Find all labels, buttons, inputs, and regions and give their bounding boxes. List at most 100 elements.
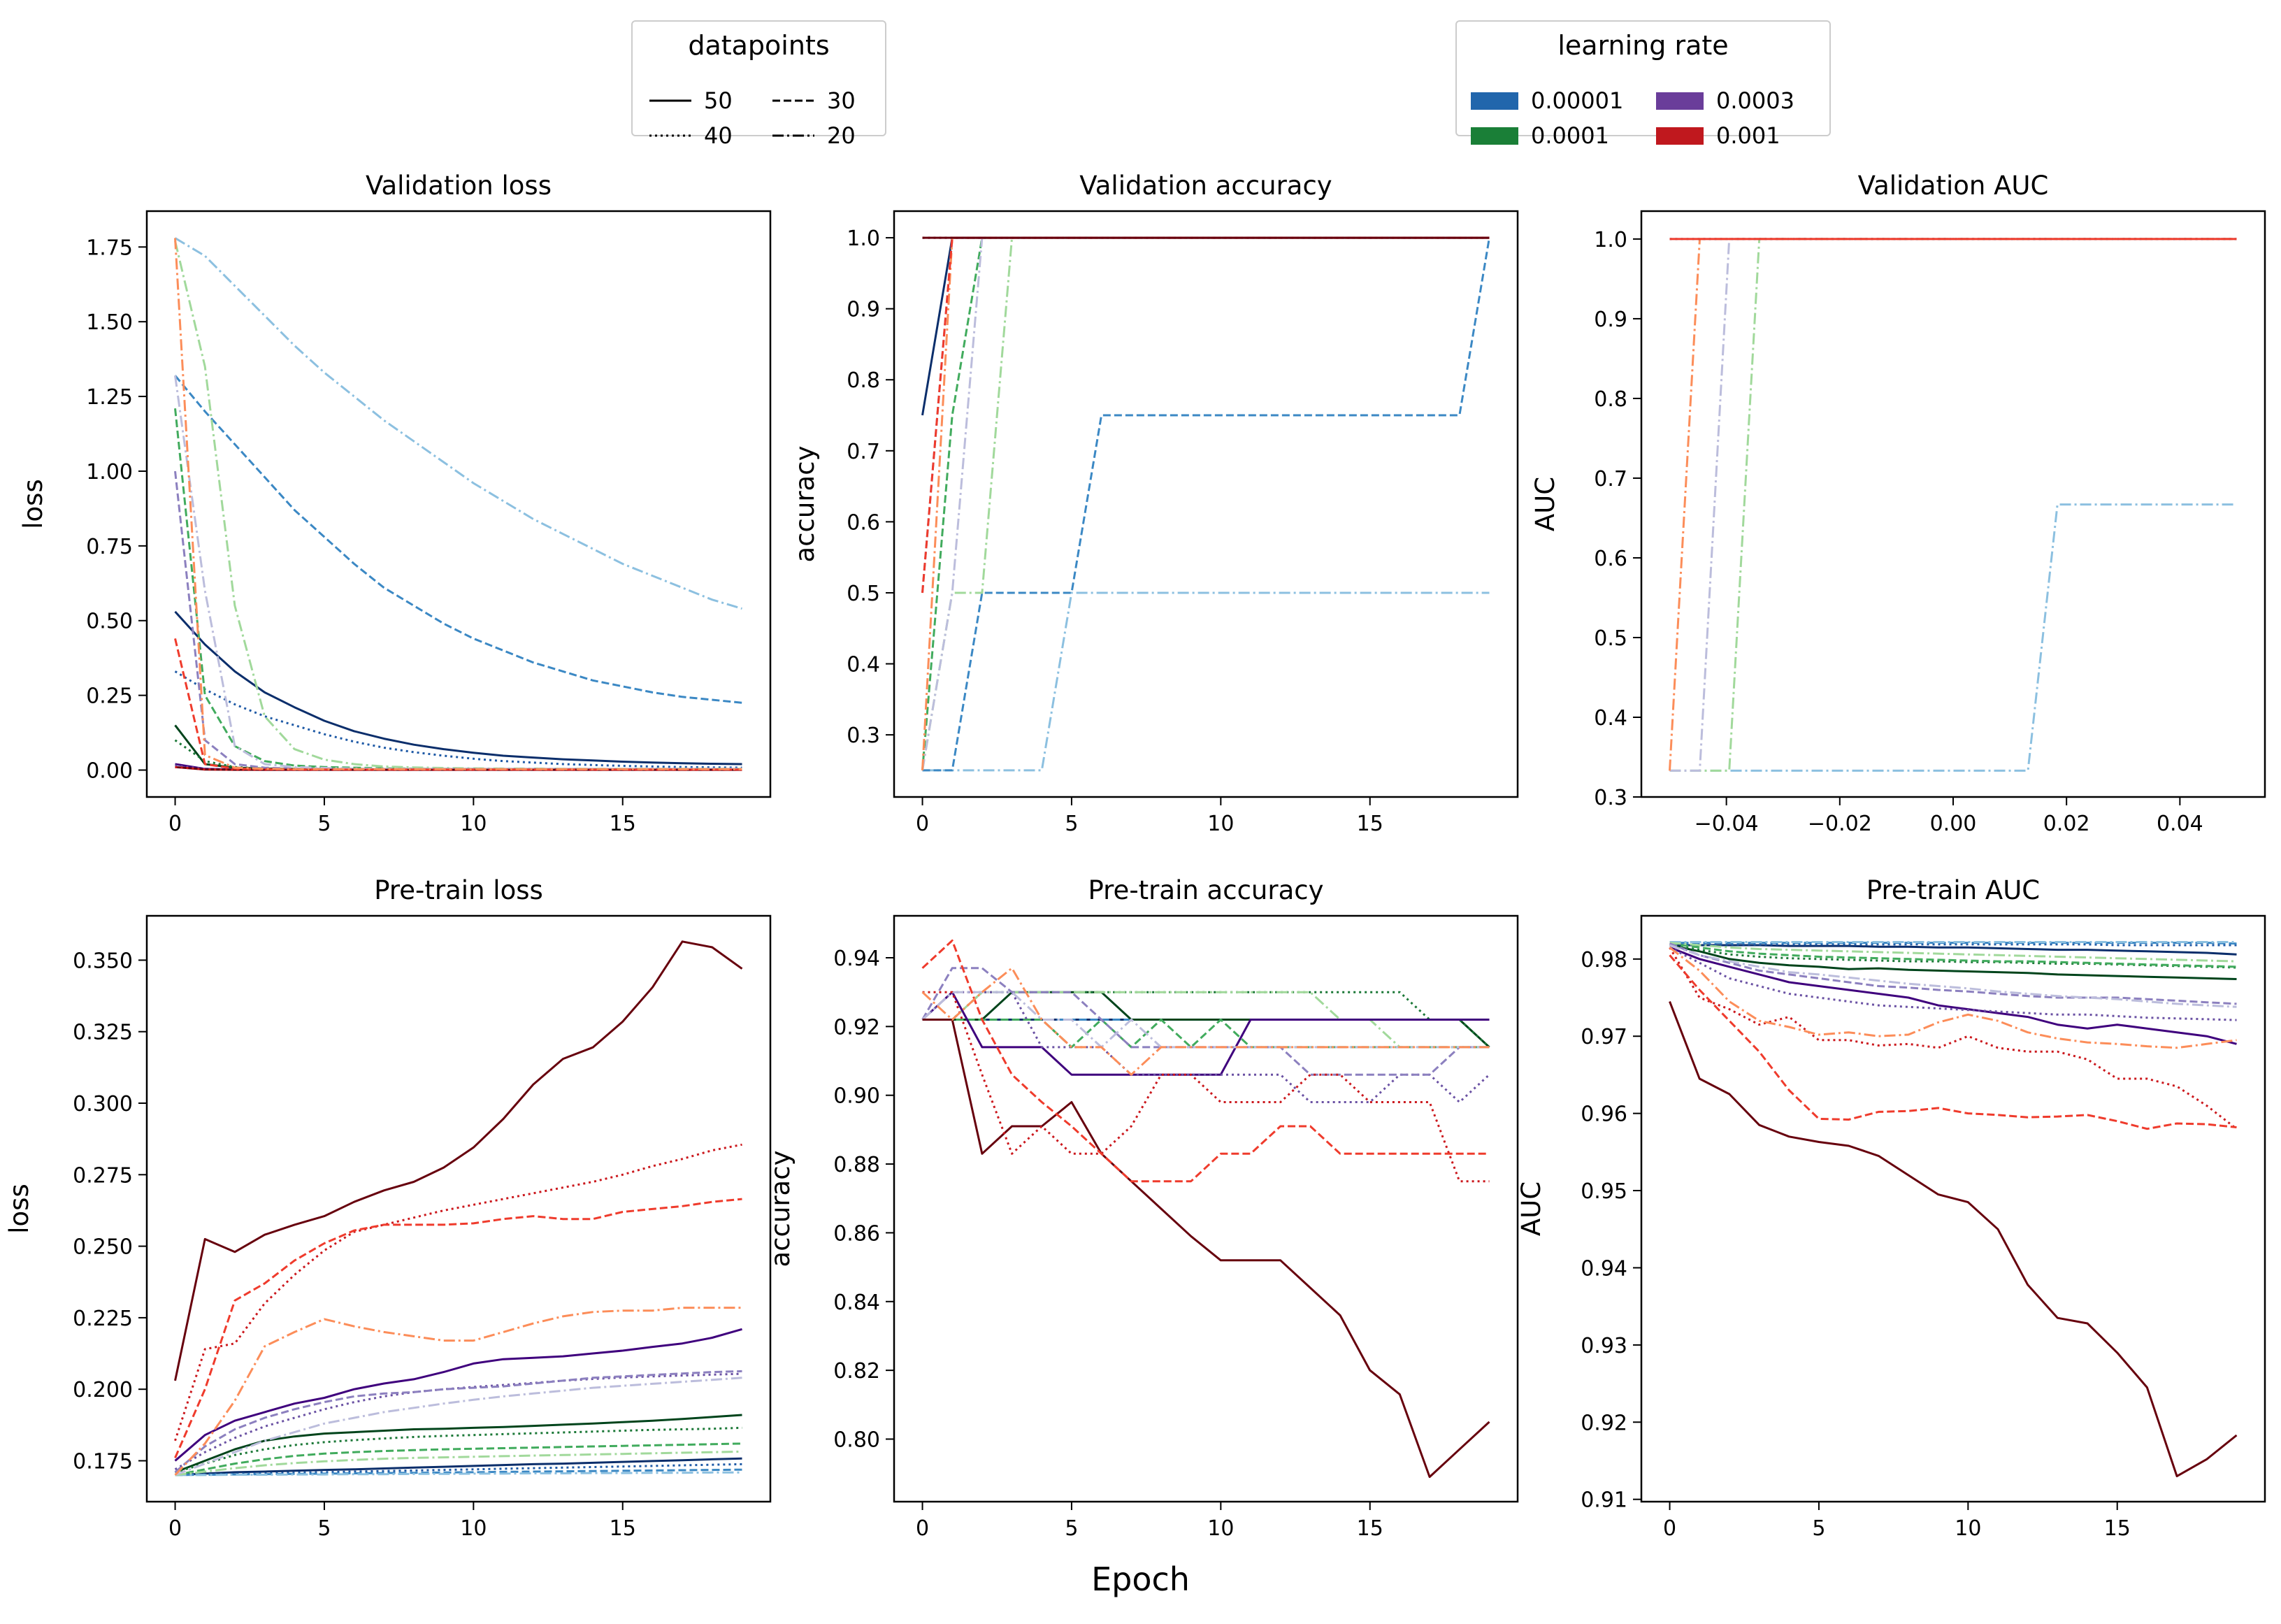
dashdot-line-swatch-icon — [772, 134, 814, 137]
x-tick-label: 10 — [460, 812, 487, 836]
series-line — [175, 1468, 742, 1476]
x-tick-label: −0.04 — [1694, 812, 1759, 836]
x-tick-label: −0.02 — [1808, 812, 1872, 836]
series-line — [921, 236, 1490, 416]
color-swatch-icon — [1656, 92, 1704, 110]
y-axis-label: accuracy — [790, 446, 820, 563]
series-line — [922, 991, 1490, 1183]
series-line — [1669, 946, 2237, 1021]
y-tick-label: 0.9 — [1594, 308, 1627, 332]
legend-datapoints-label: 30 — [827, 87, 856, 114]
series-line — [174, 237, 742, 610]
y-axis-label: loss — [4, 1184, 34, 1233]
legend-learning-rate-label: 0.00001 — [1531, 87, 1624, 114]
legend-learning-rate-item: 0.0003 — [1656, 87, 1794, 114]
chart-title: Pre-train AUC — [1866, 875, 2040, 905]
legend-learning-rate-label: 0.0003 — [1716, 87, 1794, 114]
chart-panel-val_acc: 0 5 10 15 0.3 0.4 0.5 0.6 0.7 0.8 0.9 1.0 Validation… — [790, 171, 1519, 836]
legend-datapoints-title: datapoints — [688, 30, 830, 61]
y-axis-label: accuracy — [765, 1151, 796, 1267]
legend-learning-rate-item: 0.0001 — [1471, 122, 1609, 149]
color-swatch-icon — [1471, 127, 1518, 145]
y-tick-label: 0.175 — [73, 1449, 133, 1474]
y-tick-label: 1.75 — [86, 236, 133, 260]
legend-datapoints-label: 40 — [704, 122, 733, 149]
series-line — [1669, 947, 2238, 1130]
y-tick-label: 0.8 — [847, 368, 880, 393]
y-tick-label: 0.325 — [73, 1021, 133, 1045]
axes-frame — [145, 914, 772, 1503]
series-group — [1669, 941, 2238, 1478]
series-line — [175, 1442, 742, 1476]
series-line — [175, 1457, 742, 1476]
y-tick-label: 0.5 — [1594, 626, 1627, 651]
legend-learning-rate-label: 0.0001 — [1531, 122, 1609, 149]
y-tick-label: 0.3 — [1594, 786, 1627, 810]
y-tick-label: 0.91 — [1581, 1488, 1627, 1513]
series-group — [1669, 238, 2237, 772]
y-tick-label: 0.88 — [833, 1153, 880, 1177]
series-line — [174, 470, 742, 770]
series-line — [921, 236, 1490, 771]
legend-datapoints-item: 20 — [772, 122, 856, 149]
y-tick-label: 0.00 — [86, 759, 133, 784]
y-tick-label: 0.4 — [1594, 706, 1627, 731]
x-tick-label: 5 — [1065, 812, 1078, 836]
legend-learning-rate: learning rate 0.00001 0.0003 0.0001 0.00… — [1455, 20, 1831, 149]
y-tick-label: 0.225 — [73, 1307, 133, 1331]
series-group — [921, 236, 1490, 772]
legend-learning-rate-item: 0.00001 — [1471, 87, 1623, 114]
y-tick-label: 0.82 — [833, 1359, 880, 1384]
y-tick-label: 0.6 — [1594, 547, 1627, 571]
series-line — [1669, 944, 2237, 1008]
x-tick-label: 0.00 — [1930, 812, 1977, 836]
series-line — [922, 591, 1490, 772]
series-line — [1669, 946, 2237, 1045]
legend-datapoints-item: 50 — [649, 87, 733, 114]
y-tick-label: 0.25 — [86, 684, 133, 709]
series-line — [174, 739, 742, 771]
x-tick-label: 15 — [1357, 812, 1383, 836]
series-line — [1669, 943, 2237, 947]
series-line — [174, 670, 742, 769]
legend-learning-rate-title: learning rate — [1557, 30, 1729, 61]
series-line — [921, 967, 1490, 1076]
x-tick-label: 0.04 — [2157, 812, 2203, 836]
series-line — [174, 1370, 742, 1474]
series-line — [174, 375, 742, 770]
dashed-line-swatch-icon — [772, 99, 814, 102]
series-group — [921, 939, 1490, 1479]
y-tick-label: 0.50 — [86, 610, 133, 634]
x-tick-label: 10 — [1955, 1516, 1981, 1541]
solid-line-swatch-icon — [649, 99, 691, 102]
series-line — [1669, 942, 2237, 963]
y-tick-label: 0.92 — [833, 1015, 880, 1040]
y-tick-label: 0.75 — [86, 535, 133, 559]
x-tick-label: 15 — [1357, 1516, 1383, 1541]
series-line — [1669, 944, 2237, 956]
color-swatch-icon — [1471, 92, 1518, 110]
legend-learning-rate-label: 0.001 — [1716, 122, 1780, 149]
series-line — [174, 238, 742, 770]
y-tick-label: 0.90 — [833, 1084, 880, 1109]
series-line — [922, 1019, 1490, 1049]
series-line — [174, 1414, 742, 1474]
series-line — [174, 940, 743, 1381]
chart-panel-pre_auc: 0 5 10 15 0.91 0.92 0.93 0.94 0.95 0.96 0.97 0.98 Pr… — [1516, 875, 2266, 1541]
legend-datapoints-label: 20 — [827, 122, 856, 149]
series-line — [921, 236, 1490, 771]
axes-frame — [1640, 914, 2266, 1503]
y-tick-label: 0.250 — [73, 1235, 133, 1260]
x-tick-label: 10 — [460, 1516, 487, 1541]
x-tick-label: 0 — [168, 1516, 182, 1541]
series-line — [1669, 947, 2237, 1049]
legend-learning-rate-item: 0.001 — [1656, 122, 1780, 149]
axes-frame — [145, 210, 772, 798]
y-tick-label: 0.94 — [833, 947, 880, 971]
series-line — [1669, 942, 2237, 968]
y-tick-label: 0.92 — [1581, 1411, 1627, 1435]
y-tick-label: 0.80 — [833, 1428, 880, 1452]
series-line — [1669, 503, 2237, 772]
y-tick-label: 0.93 — [1581, 1334, 1627, 1358]
chart-panel-pre_loss: 0 5 10 15 0.175 0.200 0.225 0.250 0.275 0.300 0.32… — [4, 875, 772, 1541]
